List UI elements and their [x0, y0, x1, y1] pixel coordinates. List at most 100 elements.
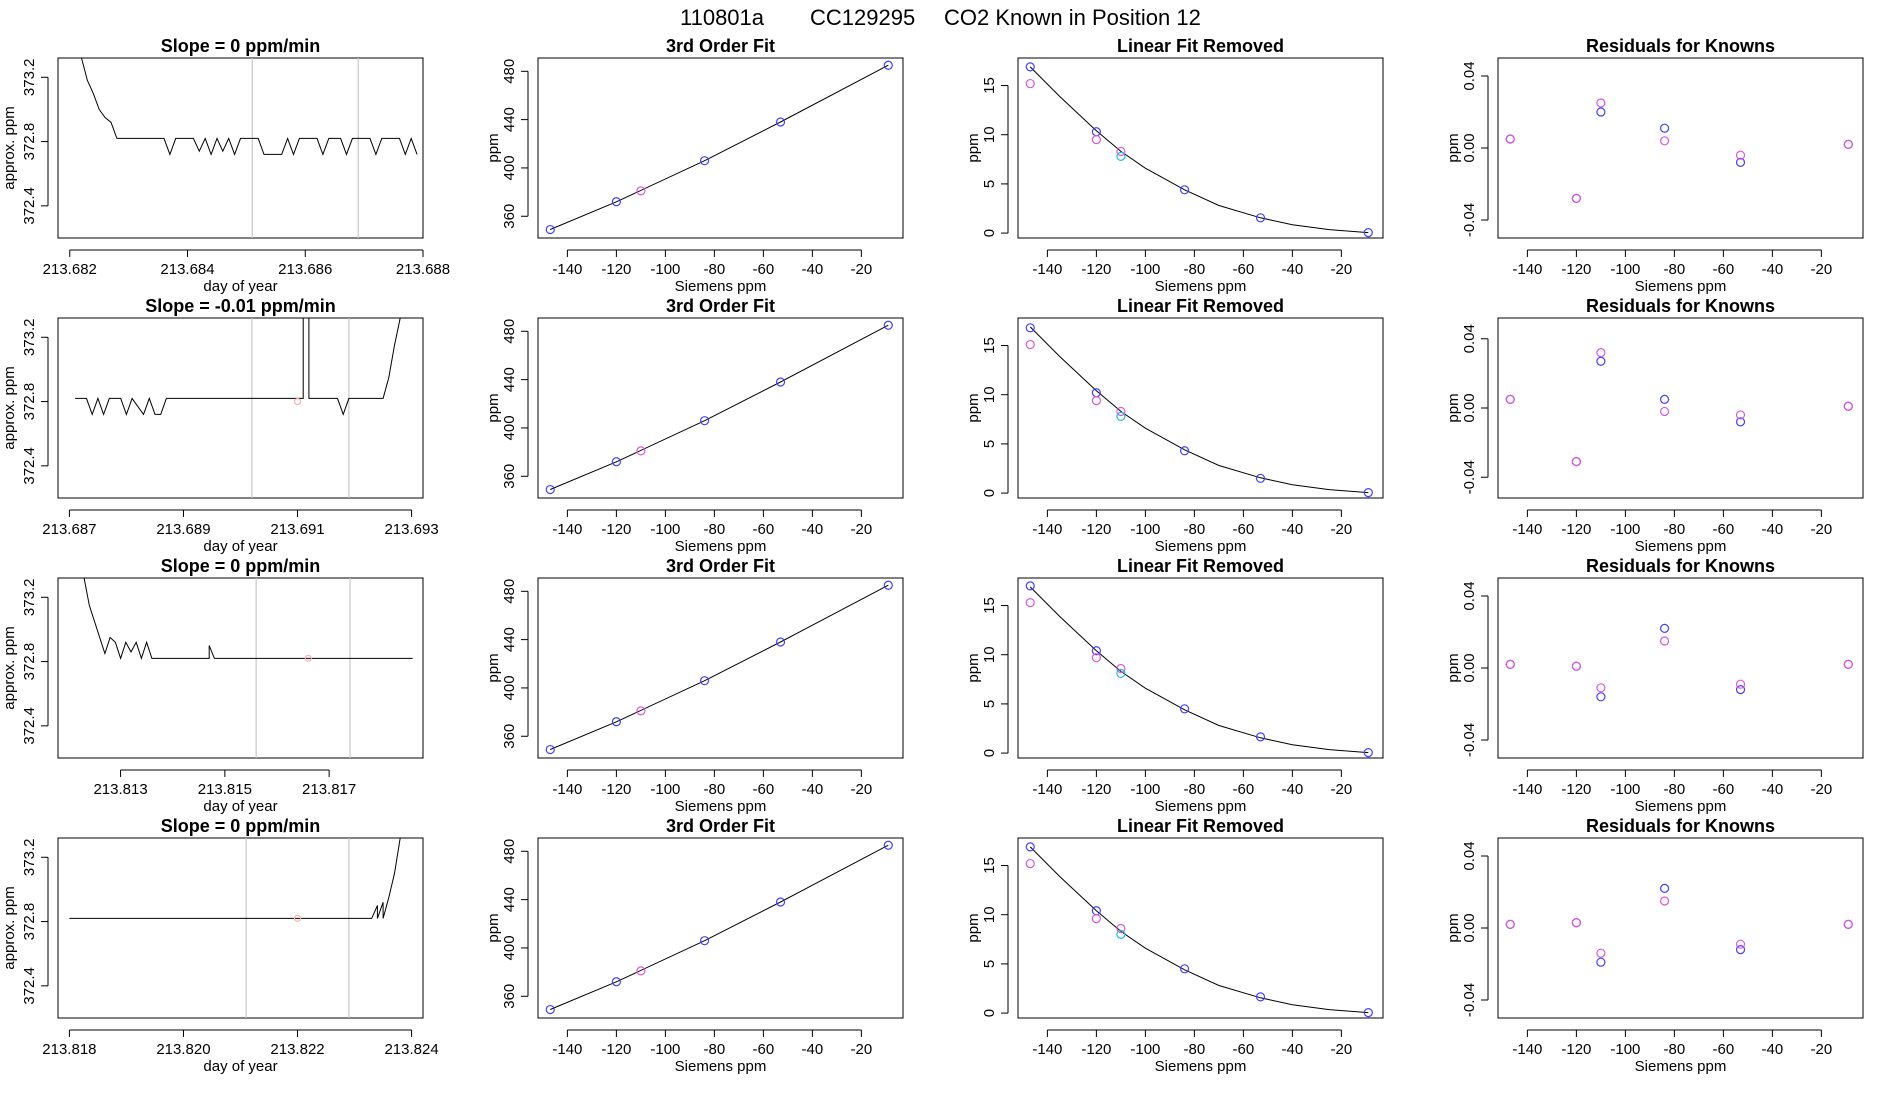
panel-frame [57, 837, 424, 1019]
y-tick-label: 0 [981, 749, 998, 757]
data-point [545, 1004, 555, 1015]
x-axis-label: day of year [203, 798, 277, 815]
panel-title: Slope = 0 ppm/min [161, 36, 321, 56]
data-point [1363, 1007, 1373, 1018]
plot-area [545, 840, 893, 1015]
data-point [1571, 917, 1581, 928]
x-tick-label: -80 [1184, 261, 1206, 278]
figure-title-text: CO2 Known in Position 12 [944, 5, 1201, 30]
x-tick-label: -60 [753, 261, 775, 278]
data-point [1659, 123, 1670, 133]
panel-r1c3: Linear Fit Removed -140 -120 -100 -80 -60 -40 -… [965, 36, 1384, 295]
x-tick-label: -40 [802, 261, 824, 278]
panel-r3c3: Linear Fit Removed -140 -120 -100 -80 -60 -40 -… [965, 556, 1384, 815]
data-point [699, 156, 710, 166]
x-tick-label: 213.813 [93, 781, 147, 798]
y-axis-label: approx. ppm [1, 886, 18, 969]
x-tick-label: -60 [1233, 781, 1255, 798]
data-point [1025, 597, 1035, 608]
data-point [1735, 684, 1746, 695]
data-point [1116, 146, 1126, 157]
y-tick-label: 5 [981, 440, 998, 448]
x-tick-label: -20 [1331, 781, 1353, 798]
panel-r4c1: Slope = 0 ppm/min 213.818 213.820 213.822 21… [1, 816, 439, 1075]
y-tick-label: 15 [981, 77, 998, 94]
x-tick-label: -40 [1282, 521, 1304, 538]
x-tick-label: -100 [650, 261, 680, 278]
x-tick-label: -20 [851, 261, 873, 278]
y-tick-label: 360 [501, 464, 518, 489]
data-point [1571, 457, 1581, 467]
data-point [1363, 227, 1373, 238]
y-tick-label: -0.04 [1461, 460, 1478, 494]
data-point [1735, 417, 1746, 427]
x-axis-label: day of year [203, 278, 277, 295]
panel-title: Slope = 0 ppm/min [161, 816, 321, 836]
panel-r2c1: Slope = -0.01 ppm/min 213.687 213.689 213.6… [1, 296, 439, 555]
data-point [1255, 473, 1266, 483]
y-tick-label: 0.04 [1461, 61, 1478, 90]
y-tick-label: 0.04 [1461, 841, 1478, 870]
data-point [1363, 747, 1373, 758]
data-point [1091, 653, 1101, 663]
data-point [1735, 150, 1746, 160]
x-tick-label: -100 [1610, 521, 1640, 538]
x-tick-label: -20 [1331, 261, 1353, 278]
plot-area [1505, 98, 1853, 203]
data-point [1025, 858, 1035, 869]
concentration-trace [69, 838, 401, 919]
x-tick-label: 213.689 [156, 521, 210, 538]
data-point [1116, 929, 1126, 939]
panel-title: 3rd Order Fit [666, 556, 775, 576]
data-point [1116, 923, 1126, 934]
x-axis-label: Siemens ppm [1635, 278, 1727, 295]
y-tick-label: 480 [501, 319, 518, 344]
panel-frame [57, 57, 424, 239]
plot-area [69, 838, 401, 1018]
x-tick-label: 213.693 [384, 521, 438, 538]
x-axis-label: Siemens ppm [1155, 278, 1247, 295]
data-point [1255, 732, 1266, 742]
y-tick-label: 480 [501, 839, 518, 864]
x-tick-label: -120 [1081, 781, 1111, 798]
x-tick-label: 213.687 [42, 521, 96, 538]
data-point [1596, 692, 1606, 702]
fit-curve [550, 844, 889, 1010]
mean-marker [293, 397, 302, 406]
x-tick-label: -100 [1130, 521, 1160, 538]
panel-r3c2: 3rd Order Fit -140 -120 -100 -80 -60 -40 -20 Sie… [485, 556, 904, 815]
data-point [1179, 185, 1190, 195]
data-point [775, 897, 786, 907]
data-point [1596, 948, 1606, 958]
data-point [1255, 992, 1266, 1002]
y-tick-label: 15 [981, 597, 998, 614]
data-point [1091, 396, 1101, 406]
data-point [1843, 139, 1853, 149]
y-axis-label: ppm [485, 653, 502, 682]
x-axis-label: Siemens ppm [1635, 798, 1727, 815]
x-tick-label: -100 [1130, 261, 1160, 278]
x-tick-label: -80 [1664, 521, 1686, 538]
x-tick-label: -120 [601, 1041, 631, 1058]
data-point [1025, 62, 1035, 72]
panel-r1c4: Residuals for Knowns -140 -120 -100 -80 -60 -4… [1445, 36, 1864, 295]
x-tick-label: -40 [802, 1041, 824, 1058]
y-tick-label: 360 [501, 724, 518, 749]
x-axis-label: day of year [203, 538, 277, 555]
y-tick-label: 0 [981, 229, 998, 237]
data-point [699, 416, 710, 426]
data-point [1596, 957, 1606, 967]
y-tick-label: 0.04 [1461, 324, 1478, 353]
x-tick-label: -80 [1664, 261, 1686, 278]
x-tick-label: -40 [1762, 521, 1784, 538]
data-point [636, 446, 646, 456]
y-axis-label: ppm [965, 913, 982, 942]
x-tick-label: -40 [1762, 781, 1784, 798]
data-point [883, 320, 893, 330]
data-point [545, 224, 555, 235]
data-point [1091, 646, 1101, 656]
x-tick-label: -140 [552, 261, 582, 278]
data-point [1116, 668, 1126, 679]
x-tick-label: -140 [1032, 521, 1062, 538]
panel-title: Residuals for Knowns [1586, 36, 1775, 56]
